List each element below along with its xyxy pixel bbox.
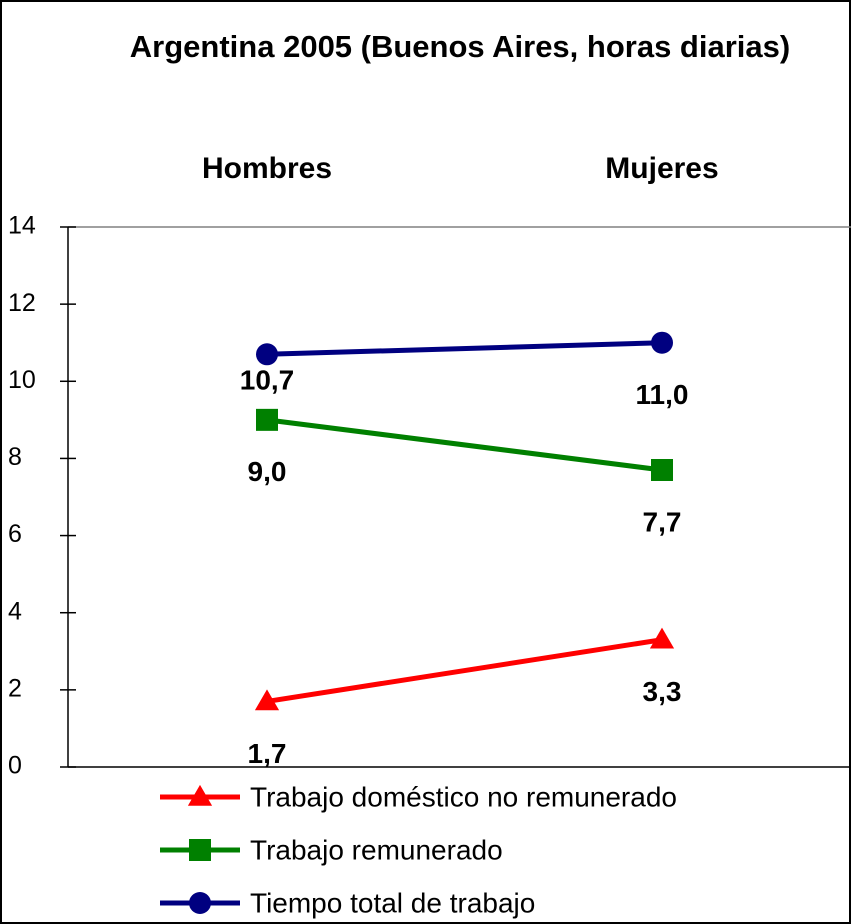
data-label: 9,0 [248, 456, 287, 487]
data-point [651, 459, 673, 481]
data-label: 1,7 [248, 738, 287, 769]
data-label: 11,0 [636, 379, 689, 410]
legend-label: Trabajo remunerado [250, 834, 503, 865]
category-label: Mujeres [605, 152, 718, 185]
series-line [266, 417, 663, 473]
y-tick-label: 4 [8, 597, 22, 625]
y-tick-label: 14 [8, 212, 36, 240]
series-line [266, 637, 663, 704]
legend-label: Trabajo doméstico no remunerado [250, 781, 677, 812]
legend-label: Tiempo total de trabajo [250, 887, 535, 918]
data-label: 10,7 [240, 365, 295, 396]
legend-marker [189, 839, 211, 861]
data-point [256, 408, 278, 431]
y-tick-label: 2 [8, 674, 22, 702]
legend-marker [187, 784, 213, 806]
legend-marker [189, 892, 211, 914]
data-point [651, 331, 673, 354]
data-point [254, 689, 280, 711]
data-label: 3,3 [643, 676, 682, 707]
y-tick-label: 10 [8, 366, 36, 394]
y-tick-label: 8 [8, 443, 22, 471]
data-label: 7,7 [643, 506, 682, 537]
y-tick-label: 6 [8, 520, 22, 548]
data-point [256, 343, 278, 366]
chart-title: Argentina 2005 (Buenos Aires, horas diar… [129, 29, 791, 64]
series-line [266, 340, 663, 357]
y-tick-label: 0 [8, 752, 22, 780]
category-label: Hombres [202, 152, 332, 185]
data-point [649, 627, 675, 649]
y-tick-label: 12 [8, 289, 36, 317]
